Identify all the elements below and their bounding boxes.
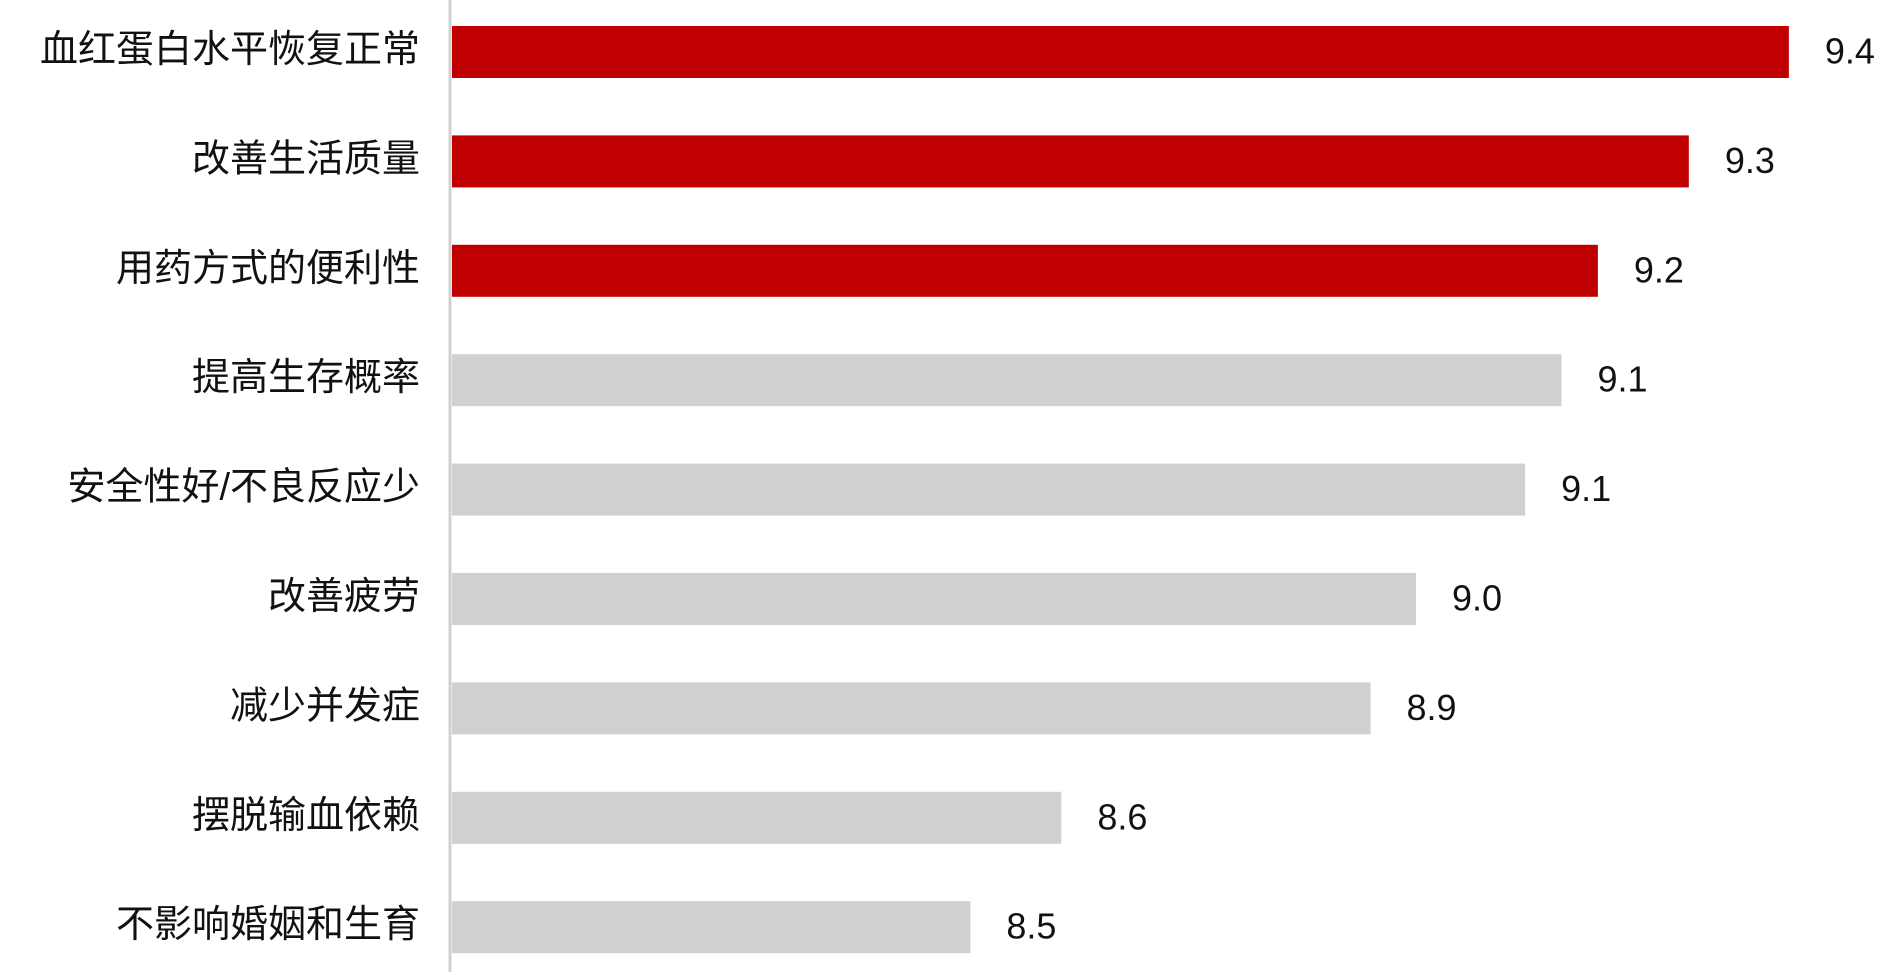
value-label: 9.0 — [1452, 578, 1502, 619]
bar — [452, 463, 1526, 516]
category-label: 改善生活质量 — [192, 138, 420, 180]
category-label: 用药方式的便利性 — [116, 248, 420, 290]
bar — [452, 791, 1062, 844]
category-label: 减少并发症 — [230, 685, 420, 727]
category-label: 改善疲劳 — [268, 576, 420, 618]
value-label: 9.1 — [1598, 359, 1648, 400]
value-label: 8.6 — [1097, 796, 1147, 837]
bar — [452, 244, 1598, 297]
value-label: 9.4 — [1825, 31, 1875, 72]
bar — [452, 26, 1789, 78]
category-label: 血红蛋白水平恢复正常 — [40, 29, 420, 71]
value-label: 8.5 — [1006, 906, 1056, 947]
category-label: 提高生存概率 — [192, 357, 420, 399]
category-label: 摆脱输血依赖 — [192, 795, 420, 837]
value-label: 9.2 — [1634, 249, 1684, 290]
category-label: 不影响婚姻和生育 — [116, 904, 420, 946]
bar — [452, 135, 1689, 188]
bar — [452, 682, 1371, 735]
value-label: 9.1 — [1561, 468, 1611, 509]
category-label: 安全性好/不良反应少 — [67, 467, 420, 509]
bar — [452, 573, 1416, 625]
value-label: 9.3 — [1725, 140, 1775, 181]
bar — [452, 354, 1562, 407]
bar — [452, 901, 971, 954]
value-label: 8.9 — [1407, 687, 1457, 728]
